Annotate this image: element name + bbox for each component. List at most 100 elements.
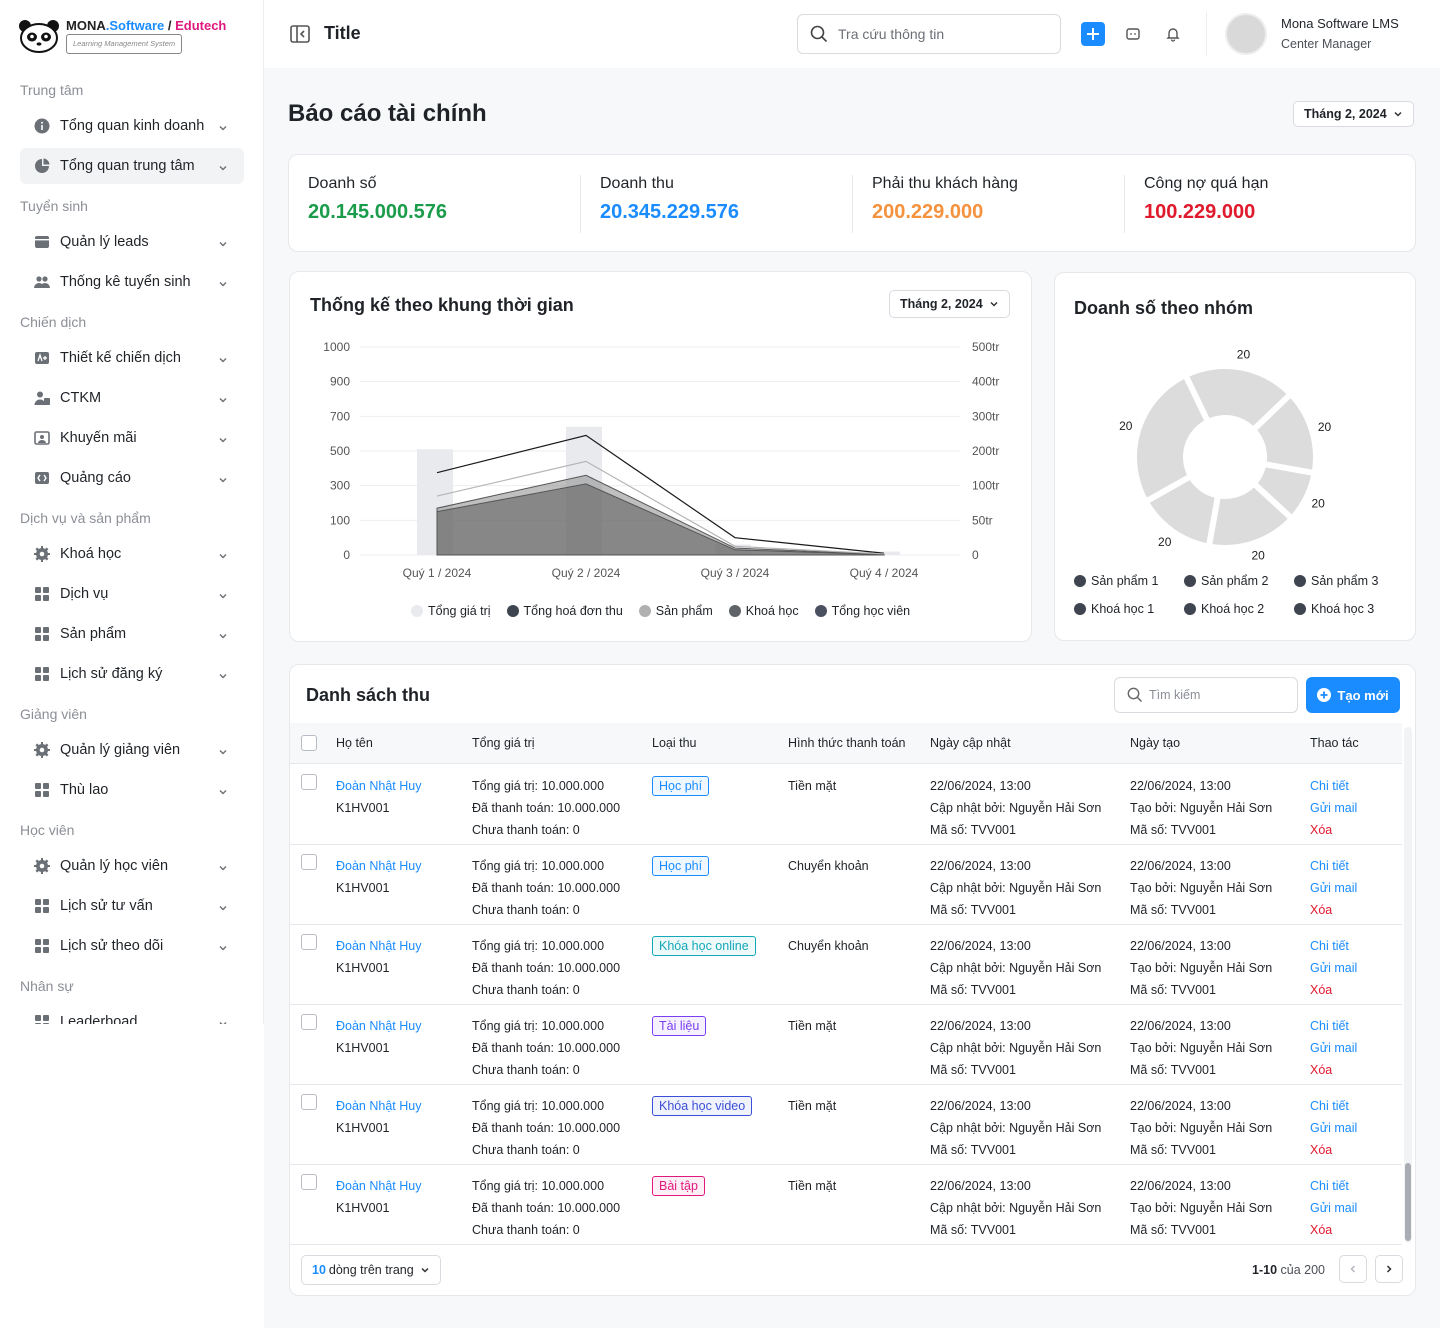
legend-item[interactable]: Tổng học viên: [814, 604, 910, 618]
table-scrollbar[interactable]: [1404, 727, 1412, 1243]
sidebar-toggle-icon[interactable]: [290, 25, 310, 48]
send-mail-link[interactable]: Gửi mail: [1310, 881, 1358, 895]
chevron-down-icon[interactable]: [218, 237, 228, 253]
chevron-down-icon[interactable]: [218, 589, 228, 605]
donut-slice[interactable]: [1189, 369, 1287, 426]
student-name-link[interactable]: Đoàn Nhật Huy: [336, 1179, 422, 1193]
delete-link[interactable]: Xóa: [1310, 823, 1333, 837]
detail-link[interactable]: Chi tiết: [1310, 1179, 1349, 1193]
donut-slice[interactable]: [1212, 487, 1288, 545]
column-header[interactable]: Thao tác: [1310, 736, 1359, 750]
student-name-link[interactable]: Đoàn Nhật Huy: [336, 939, 422, 953]
brand-logo[interactable]: MONA.Software / Edutech Learning Managem…: [18, 18, 226, 54]
legend-item[interactable]: Khoá học: [728, 604, 799, 618]
chevron-down-icon[interactable]: [218, 629, 228, 645]
donut-slice[interactable]: [1257, 467, 1312, 515]
select-all-checkbox[interactable]: [301, 735, 317, 751]
legend-item[interactable]: Tổng giá trị: [411, 604, 491, 618]
column-header[interactable]: Ngày cập nhật: [930, 736, 1011, 750]
chevron-down-icon[interactable]: [218, 393, 228, 409]
sidebar-item[interactable]: Sản phẩm: [20, 616, 244, 652]
create-new-button[interactable]: Tạo mới: [1306, 677, 1400, 713]
sidebar-item[interactable]: Quản lý giảng viên: [20, 732, 244, 768]
sidebar-item[interactable]: Lịch sử theo dõi: [20, 928, 244, 964]
legend-item[interactable]: Khoá học 3: [1294, 602, 1374, 616]
delete-link[interactable]: Xóa: [1310, 983, 1333, 997]
legend-item[interactable]: Sản phẩm: [638, 604, 713, 618]
student-name-link[interactable]: Đoàn Nhật Huy: [336, 779, 422, 793]
column-header[interactable]: Hình thức thanh toán: [788, 736, 906, 750]
legend-item[interactable]: Khoá học 2: [1184, 602, 1264, 616]
legend-item[interactable]: Sản phẩm 3: [1294, 574, 1378, 588]
column-header[interactable]: Loại thu: [652, 736, 697, 750]
legend-item[interactable]: Sản phẩm 1: [1074, 574, 1158, 588]
sidebar-item[interactable]: Lịch sử đăng ký: [20, 656, 244, 692]
delete-link[interactable]: Xóa: [1310, 1223, 1333, 1237]
avatar[interactable]: [1225, 13, 1267, 55]
scrollbar-thumb[interactable]: [1405, 1163, 1411, 1241]
global-search-input[interactable]: [838, 26, 1038, 42]
chat-button[interactable]: [1121, 22, 1145, 46]
row-checkbox[interactable]: [301, 1014, 317, 1030]
chevron-down-icon[interactable]: [218, 277, 228, 293]
table-search[interactable]: [1114, 677, 1298, 713]
detail-link[interactable]: Chi tiết: [1310, 1019, 1349, 1033]
row-checkbox[interactable]: [301, 1094, 317, 1110]
row-checkbox[interactable]: [301, 1174, 317, 1190]
notification-button[interactable]: [1161, 22, 1185, 46]
chevron-down-icon[interactable]: [218, 785, 228, 801]
column-header[interactable]: Họ tên: [336, 736, 373, 750]
column-header[interactable]: Ngày tạo: [1130, 736, 1181, 750]
donut-slice[interactable]: [1137, 379, 1205, 498]
sidebar-item[interactable]: Khoá học: [20, 536, 244, 572]
sidebar-item[interactable]: Thống kê tuyển sinh: [20, 264, 244, 300]
sidebar-item[interactable]: Thiết kế chiến dịch: [20, 340, 244, 376]
sidebar-item[interactable]: Quản lý học viên: [20, 848, 244, 884]
legend-item[interactable]: Khoá học 1: [1074, 602, 1154, 616]
send-mail-link[interactable]: Gửi mail: [1310, 961, 1358, 975]
sidebar-item[interactable]: Thù lao: [20, 772, 244, 808]
send-mail-link[interactable]: Gửi mail: [1310, 1201, 1358, 1215]
table-search-input[interactable]: [1149, 688, 1289, 702]
chevron-down-icon[interactable]: [218, 121, 228, 137]
sidebar-item[interactable]: Khuyến mãi: [20, 420, 244, 456]
donut-slice[interactable]: [1257, 398, 1313, 470]
next-page-button[interactable]: [1375, 1255, 1403, 1283]
donut-slice[interactable]: [1149, 480, 1215, 544]
chart-month-filter[interactable]: Tháng 2, 2024: [889, 290, 1010, 318]
detail-link[interactable]: Chi tiết: [1310, 779, 1349, 793]
sidebar-item[interactable]: Quảng cáo: [20, 460, 244, 496]
send-mail-link[interactable]: Gửi mail: [1310, 801, 1358, 815]
chevron-down-icon[interactable]: [218, 161, 228, 177]
detail-link[interactable]: Chi tiết: [1310, 1099, 1349, 1113]
chevron-down-icon[interactable]: [218, 473, 228, 489]
sidebar-item[interactable]: Lịch sử tư vấn: [20, 888, 244, 924]
detail-link[interactable]: Chi tiết: [1310, 939, 1349, 953]
chevron-down-icon[interactable]: [218, 901, 228, 917]
sidebar-item[interactable]: Dịch vụ: [20, 576, 244, 612]
delete-link[interactable]: Xóa: [1310, 1063, 1333, 1077]
chevron-down-icon[interactable]: [218, 1017, 228, 1024]
row-checkbox[interactable]: [301, 854, 317, 870]
sidebar-item[interactable]: Tổng quan trung tâm: [20, 148, 244, 184]
chevron-down-icon[interactable]: [218, 549, 228, 565]
row-checkbox[interactable]: [301, 934, 317, 950]
sidebar-item[interactable]: Quản lý leads: [20, 224, 244, 260]
chevron-down-icon[interactable]: [218, 353, 228, 369]
send-mail-link[interactable]: Gửi mail: [1310, 1041, 1358, 1055]
prev-page-button[interactable]: [1339, 1255, 1367, 1283]
chevron-down-icon[interactable]: [218, 941, 228, 957]
sidebar-item[interactable]: Leaderboad: [20, 1004, 244, 1024]
chevron-down-icon[interactable]: [218, 745, 228, 761]
chevron-down-icon[interactable]: [218, 433, 228, 449]
legend-item[interactable]: Sản phẩm 2: [1184, 574, 1268, 588]
column-header[interactable]: Tổng giá trị: [472, 736, 535, 750]
delete-link[interactable]: Xóa: [1310, 903, 1333, 917]
legend-item[interactable]: Tổng hoá đơn thu: [506, 604, 623, 618]
global-search[interactable]: [797, 14, 1061, 54]
sidebar-item[interactable]: Tổng quan kinh doanh: [20, 108, 244, 144]
delete-link[interactable]: Xóa: [1310, 1143, 1333, 1157]
month-filter[interactable]: Tháng 2, 2024: [1293, 101, 1414, 127]
detail-link[interactable]: Chi tiết: [1310, 859, 1349, 873]
student-name-link[interactable]: Đoàn Nhật Huy: [336, 859, 422, 873]
